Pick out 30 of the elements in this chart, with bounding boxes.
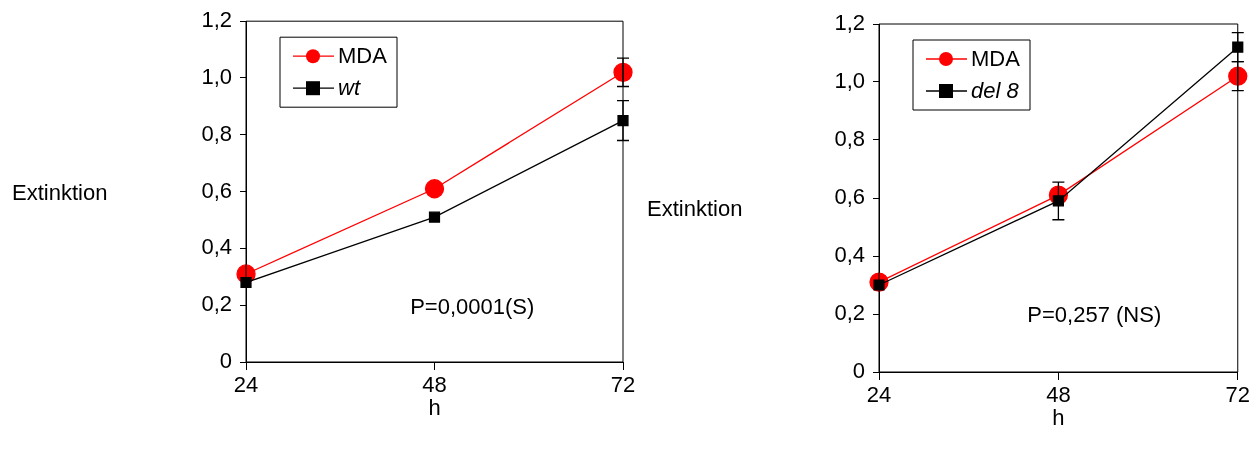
legend-label: del 8	[971, 78, 1020, 104]
legend-label: MDA	[338, 43, 388, 69]
x-tick-label: 24	[233, 372, 259, 398]
point	[424, 179, 445, 199]
legend-label: MDA	[971, 46, 1021, 72]
y-tick-label: 0,4	[834, 242, 865, 268]
legend-label: wt	[338, 75, 361, 101]
y-tick-label: 0	[219, 348, 232, 374]
y-tick-label: 0,8	[834, 126, 865, 152]
annotation: P=0,0001(S)	[410, 293, 535, 319]
y-tick-label: 1,2	[834, 10, 865, 36]
y-tick-label: 0,8	[201, 120, 232, 146]
y-tick-label: 0,4	[201, 234, 232, 260]
y-tick-label: 0,6	[834, 184, 865, 210]
y-tick-label: 0	[852, 358, 865, 384]
x-tick-label: 72	[1225, 382, 1251, 408]
x-tick-label: 72	[610, 372, 636, 398]
y-tick-label: 1,0	[834, 68, 865, 94]
y-tick-label: 0,2	[201, 291, 232, 317]
point	[1052, 195, 1064, 207]
y-tick-label: 1,0	[201, 64, 232, 90]
x-tick-label: 24	[866, 382, 892, 408]
y-axis-title: Extinktion	[12, 180, 108, 206]
point	[1228, 66, 1248, 86]
y-tick-label: 0,2	[834, 300, 865, 326]
point	[428, 211, 441, 223]
y-tick-label: 0,6	[201, 177, 232, 203]
y-tick-label: 1,2	[201, 7, 232, 33]
annotation: P=0,257 (NS)	[1027, 302, 1162, 328]
y-axis-title: Extinktion	[647, 196, 743, 222]
